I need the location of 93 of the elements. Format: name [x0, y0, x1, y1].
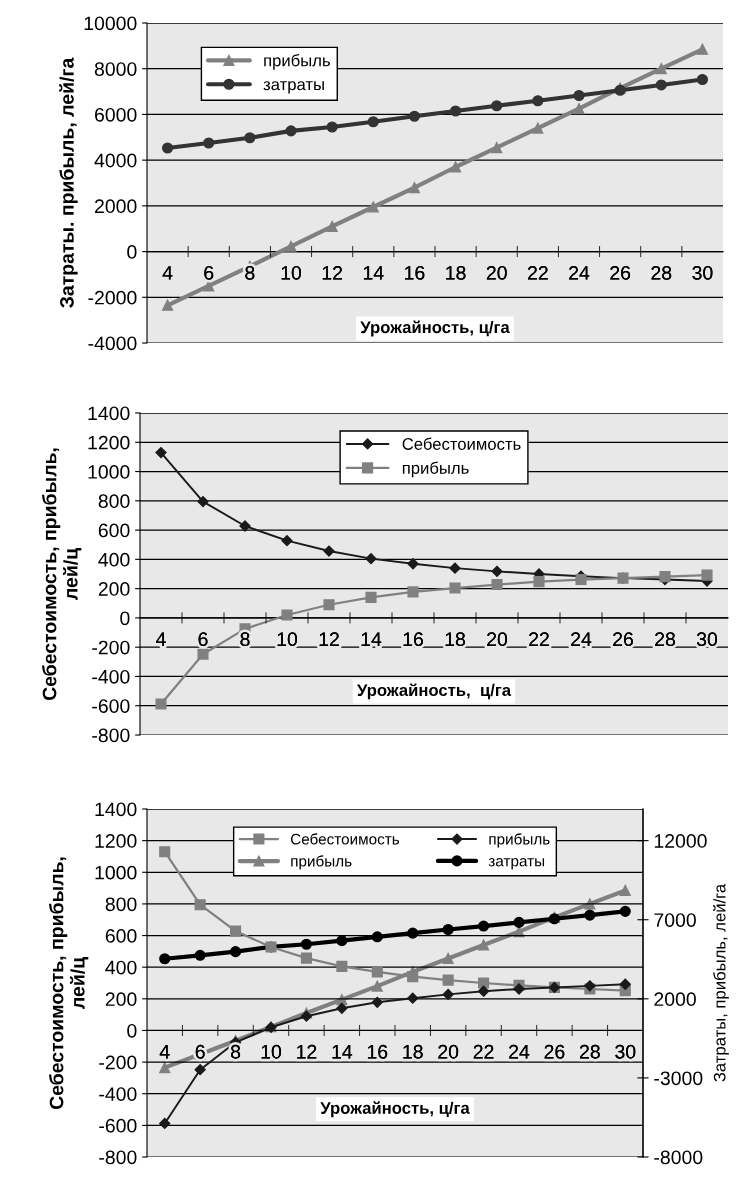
legend-label: прибыль: [291, 855, 352, 870]
y-tick-label: -200: [99, 1055, 137, 1070]
y-tick-label: -800: [92, 728, 130, 743]
y-tick-label: 400: [105, 960, 137, 975]
y-tick-label: 1000: [88, 465, 130, 479]
x-tick-label: 22: [529, 632, 549, 646]
x-tick-label: 28: [580, 1044, 600, 1059]
x-tick-label: 30: [696, 632, 718, 647]
x-tick-label: 26: [610, 265, 631, 280]
y-tick-label: 2000: [95, 199, 137, 214]
y-tick-label: 200: [98, 582, 130, 596]
y-tick-label: 0: [120, 611, 130, 626]
y-tick-label: 0: [127, 245, 137, 259]
y-tick-label: 0: [127, 1023, 137, 1038]
x-tick-label: 8: [240, 632, 250, 647]
x-tick-label: 14: [363, 266, 384, 280]
x-tick-label: 22: [473, 1044, 494, 1059]
x-tick-label: 20: [438, 1044, 459, 1059]
legend-label: Себестоимость: [290, 833, 400, 845]
legend-label: прибыль: [264, 54, 330, 70]
x-tick-label: 28: [651, 265, 672, 280]
x-tick-label: 24: [569, 265, 590, 280]
y-tick-label: -4000: [88, 336, 137, 351]
x-tick-label: 16: [405, 265, 425, 280]
y-tick-label: 1200: [95, 834, 137, 848]
y2-axis-title: Затраты, прибыль, лей/га: [713, 883, 729, 1082]
legend-label: прибыль: [402, 461, 469, 478]
x-tick-label: 16: [403, 632, 423, 647]
x-tick-label: 14: [332, 1045, 353, 1059]
x-tick-label: 4: [159, 1045, 170, 1059]
y-tick-label: -600: [92, 699, 130, 713]
y2-tick-label: -8000: [654, 1150, 703, 1165]
y-axis-title: Затраты. прибыль, лей/га: [59, 57, 78, 308]
y-tick-label: 400: [98, 552, 130, 567]
x-tick-label: 16: [367, 1044, 388, 1059]
x-tick-label: 6: [198, 632, 208, 647]
x-tick-label: 18: [446, 265, 466, 280]
x-tick-label: 24: [509, 1044, 530, 1059]
y-axis-title: Себестоимость, прибыль, лей/ц: [48, 857, 89, 1110]
y-tick-label: 200: [105, 992, 137, 1007]
legend-label: затраты: [263, 81, 324, 94]
x-tick-label: 26: [613, 632, 633, 647]
x-axis-title: Урожайность, ц/га: [360, 320, 510, 337]
y2-tick-label: 2000: [654, 992, 696, 1007]
x-tick-label: 8: [231, 1044, 241, 1059]
x-tick-label: 12: [319, 632, 339, 646]
y-tick-label: -2000: [88, 290, 137, 305]
x-tick-label: 28: [655, 632, 675, 647]
x-tick-label: 30: [692, 265, 713, 280]
x-tick-label: 12: [322, 265, 342, 280]
x-tick-label: 30: [615, 1044, 636, 1059]
y2-tick-label: 7000: [654, 913, 696, 927]
y-tick-label: 1400: [95, 802, 137, 817]
x-tick-label: 10: [281, 265, 302, 280]
x-tick-label: 12: [297, 1044, 317, 1059]
x-tick-label: 4: [156, 632, 166, 646]
x-axis-title: Урожайность, ц/га: [356, 683, 512, 700]
y-axis-title: Себестоимость, прибыль, лей/ц: [41, 448, 82, 701]
x-tick-label: 22: [528, 265, 548, 280]
y-tick-label: 600: [98, 523, 130, 538]
x-tick-label: 8: [245, 265, 255, 280]
legend-label: затраты: [488, 858, 545, 870]
y-tick-label: 8000: [94, 62, 137, 76]
y-tick-label: -800: [99, 1150, 137, 1165]
y-tick-label: 800: [98, 494, 130, 509]
legend-label: Себестоимость: [402, 437, 521, 450]
y2-tick-label: 12000: [654, 834, 707, 848]
x-tick-label: 6: [204, 265, 214, 280]
x-tick-label: 18: [445, 632, 465, 647]
x-axis-title: Урожайность, ц/га: [320, 1101, 470, 1118]
y2-tick-label: -3000: [654, 1071, 703, 1086]
x-tick-label: 10: [261, 1044, 282, 1059]
x-tick-label: 10: [277, 632, 298, 647]
y-tick-label: -400: [99, 1087, 137, 1101]
y-tick-label: 4000: [94, 153, 137, 168]
x-tick-label: 20: [487, 632, 508, 647]
x-tick-label: 24: [571, 632, 592, 646]
y-tick-label: 10000: [84, 16, 137, 31]
y-tick-label: 1200: [88, 435, 130, 450]
x-tick-label: 14: [361, 632, 382, 646]
x-tick-label: 4: [162, 266, 173, 280]
y-tick-label: -400: [92, 669, 130, 684]
x-tick-label: 18: [403, 1044, 423, 1059]
y-tick-label: -200: [92, 640, 130, 655]
x-tick-label: 26: [544, 1044, 565, 1059]
y-tick-label: -600: [99, 1118, 137, 1133]
y-tick-label: 1400: [88, 406, 130, 421]
y-tick-label: 1000: [95, 865, 137, 880]
legend-label: прибыль: [489, 833, 550, 848]
y-tick-label: 600: [105, 929, 137, 943]
x-tick-label: 20: [486, 265, 507, 280]
y-tick-label: 6000: [95, 107, 137, 122]
y-tick-label: 800: [105, 897, 137, 912]
